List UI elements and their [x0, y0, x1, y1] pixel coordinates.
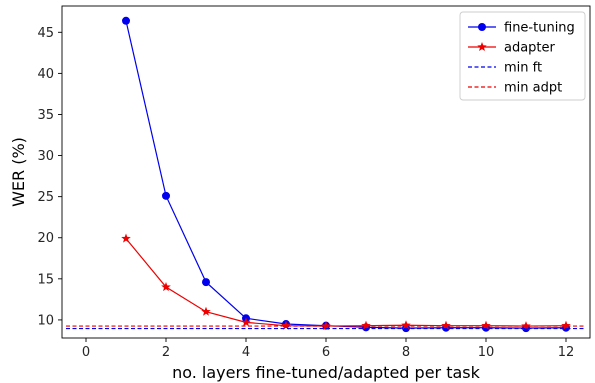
adapter-point: [121, 233, 131, 243]
y-tick-label: 35: [37, 108, 54, 123]
y-tick-label: 20: [37, 231, 54, 246]
y-tick-label: 15: [37, 272, 54, 287]
y-axis-label: WER (%): [9, 137, 28, 207]
fine-tuning-point: [202, 278, 210, 287]
legend-label-adapter: adapter: [504, 41, 556, 56]
adapter-point: [361, 320, 371, 330]
y-tick-label: 45: [37, 26, 54, 41]
legend-label-min-ft: min ft: [504, 61, 542, 76]
legend-marker-adapter: [477, 42, 487, 52]
adapter-point: [201, 306, 211, 316]
y-axis: 10 15 20 25 30 35 40 45: [37, 26, 62, 328]
legend-box: [459, 11, 586, 101]
x-tick-label: 4: [242, 345, 250, 360]
adapter-point: [481, 320, 491, 330]
x-tick-label: 0: [82, 345, 90, 360]
x-tick-label: 10: [478, 345, 495, 360]
x-tick-label: 2: [162, 345, 170, 360]
adapter-point: [161, 282, 171, 292]
legend-label-fine-tuning: fine-tuning: [504, 21, 575, 36]
series-adapter: [121, 233, 571, 331]
x-tick-label: 12: [558, 345, 575, 360]
y-tick-label: 25: [37, 190, 54, 205]
adapter-point: [241, 317, 251, 327]
adapter-point: [281, 320, 291, 330]
x-tick-label: 8: [402, 345, 410, 360]
legend-marker-fine-tuning: [478, 23, 486, 31]
legend-label-min-adpt: min adpt: [504, 81, 562, 96]
fine-tuning-point: [162, 191, 170, 200]
y-tick-label: 10: [37, 313, 54, 328]
adapter-point: [521, 321, 531, 331]
y-tick-label: 40: [37, 67, 54, 82]
adapter-point: [441, 320, 451, 330]
legend: fine-tuning adapter min ft min adpt: [459, 11, 586, 101]
x-tick-label: 6: [322, 345, 330, 360]
y-tick-label: 30: [37, 149, 54, 164]
adapter-point: [401, 320, 411, 330]
x-axis: 0 2 4 6 8 10 12: [82, 338, 574, 360]
fine-tuning-point: [122, 16, 130, 25]
adapter-point: [561, 320, 571, 330]
x-axis-label: no. layers fine-tuned/adapted per task: [172, 363, 481, 382]
plot-data-layer: [66, 16, 586, 333]
